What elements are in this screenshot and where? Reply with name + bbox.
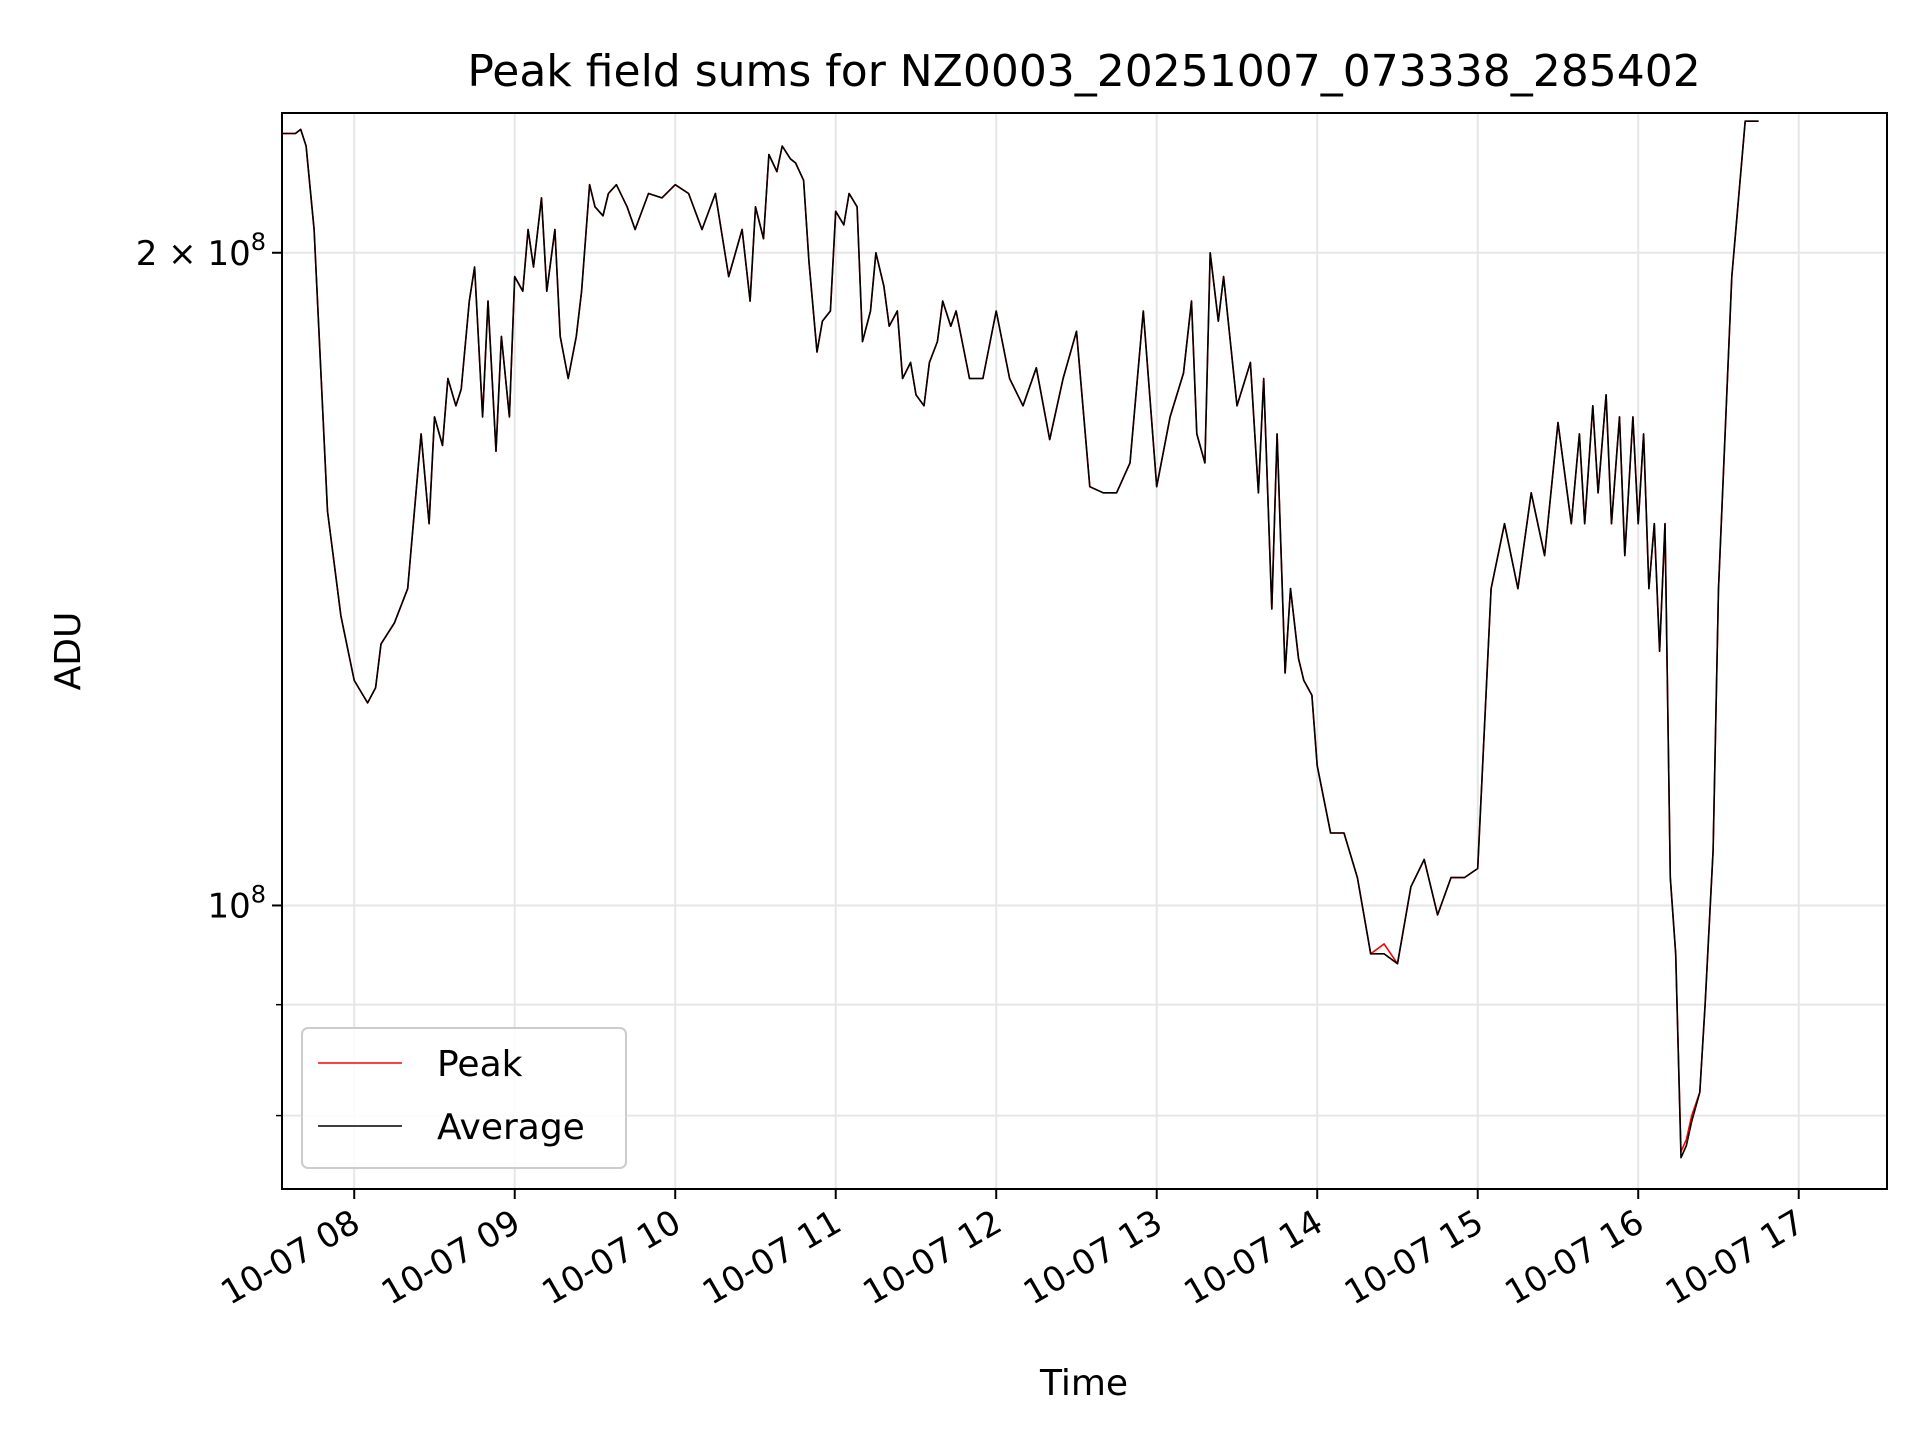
- y-tick-label: 2 × 108: [136, 228, 266, 274]
- legend-peak-label: Peak: [437, 1044, 523, 1085]
- y-tick-exponent: 8: [251, 228, 266, 256]
- chart-title: Peak field sums for NZ0003_20251007_0733…: [467, 46, 1700, 97]
- series-lines: [282, 120, 1759, 1159]
- y-tick-exponent: 8: [251, 880, 266, 908]
- series-line-average: [282, 120, 1759, 1159]
- legend: Peak Average: [301, 1027, 627, 1169]
- y-tick-base: 10: [207, 886, 250, 926]
- y-axis-label: ADU: [48, 612, 89, 691]
- grid-lines: [282, 113, 1887, 1189]
- y-tick-base: 2 × 10: [136, 234, 251, 274]
- y-tick-label: 108: [207, 880, 266, 926]
- legend-average-label: Average: [437, 1107, 585, 1148]
- plot-frame: [281, 112, 1888, 1190]
- x-axis-label: Time: [1039, 1363, 1128, 1404]
